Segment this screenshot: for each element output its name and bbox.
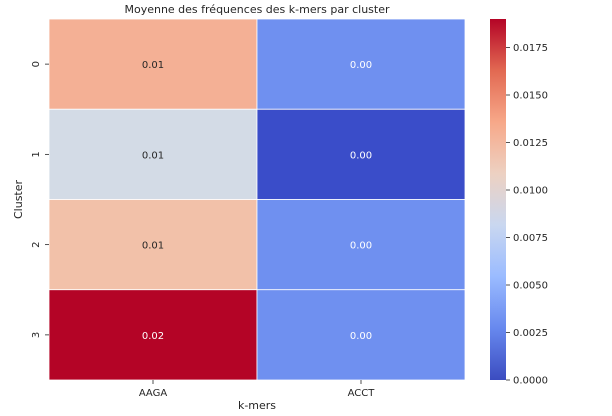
y-axis-ticks: 0 1 2 3 [31,61,49,338]
cell-value-label: 0.01 [142,60,164,71]
colorbar-tick-label: 0.0025 [513,328,548,339]
y-tick-label: 1 [31,151,42,157]
heatmap-cell [48,18,258,110]
cell-value-label: 0.00 [350,241,372,252]
heatmap-cell [256,199,466,291]
colorbar-ticks: 0.0000 0.0025 0.0050 0.0075 0.0100 0.0125 0.01… [506,43,548,387]
heatmap-cell [256,108,466,200]
cell-value-label: 0.01 [142,241,164,252]
heatmap-cells: 0.01 0.00 0.01 0.00 0.01 0.00 0.02 0.00 [48,18,466,381]
cell-value-label: 0.02 [142,331,164,342]
colorbar-tick-label: 0.0175 [513,43,548,54]
cell-value-label: 0.00 [350,60,372,71]
y-axis-label: Cluster [12,180,25,220]
heatmap-cell [256,289,466,381]
y-tick-label: 2 [31,241,42,247]
y-tick-label: 0 [31,61,42,67]
colorbar-tick-label: 0.0075 [513,233,548,244]
x-axis-ticks: AAGA ACCT [139,380,375,399]
heatmap-cell [48,108,258,200]
colorbar-tick-label: 0.0050 [513,281,548,292]
colorbar-tick-label: 0.0000 [513,376,548,387]
x-axis-label: k-mers [238,399,276,412]
cell-value-label: 0.01 [142,150,164,161]
x-tick-label: ACCT [348,388,376,399]
colorbar [490,19,506,380]
cell-value-label: 0.00 [350,331,372,342]
colorbar-tick-label: 0.0100 [513,186,548,197]
x-tick-label: AAGA [139,388,168,399]
colorbar-tick-label: 0.0150 [513,91,548,102]
chart-title: Moyenne des fréquences des k-mers par cl… [124,3,390,16]
cell-value-label: 0.00 [350,150,372,161]
y-tick-label: 3 [31,332,42,338]
heatmap-cell [256,18,466,110]
colorbar-tick-label: 0.0125 [513,138,548,149]
heatmap-cell [48,199,258,291]
heatmap-cell [48,289,258,381]
